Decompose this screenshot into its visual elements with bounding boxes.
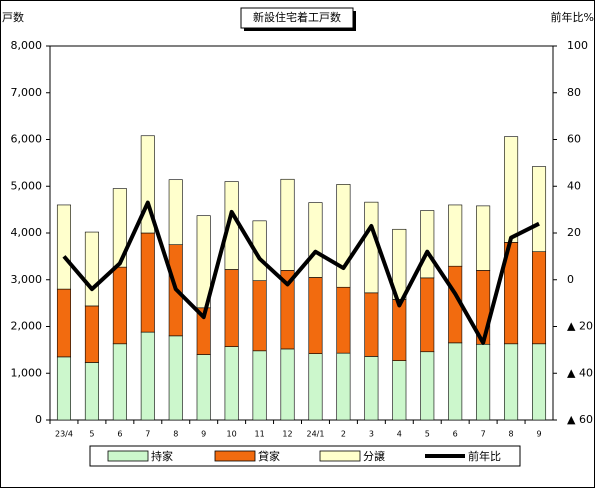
bar-segment bbox=[196, 215, 211, 309]
bar-segment bbox=[168, 335, 183, 421]
bar-segment bbox=[448, 342, 463, 421]
legend-swatch bbox=[214, 450, 256, 462]
bar-segment bbox=[308, 277, 323, 354]
bar-segment bbox=[168, 179, 183, 245]
bar-segment bbox=[280, 178, 295, 271]
bar-segment bbox=[56, 204, 71, 290]
y2-tick-label: 0 bbox=[567, 273, 574, 286]
bar-segment bbox=[392, 299, 407, 361]
bar-segment bbox=[84, 305, 99, 363]
title-box bbox=[240, 7, 354, 29]
x-tick-label: 7 bbox=[481, 430, 486, 439]
bar-segment bbox=[532, 343, 547, 421]
bar-segment bbox=[84, 231, 99, 307]
x-tick-label: 10 bbox=[227, 430, 237, 439]
bar-segment bbox=[84, 362, 99, 421]
legend-label: 前年比 bbox=[468, 449, 501, 463]
y-tick-label: 8,000 bbox=[11, 39, 43, 52]
bar-segment bbox=[364, 201, 379, 294]
y2-tick-label: ▲ 60 bbox=[567, 413, 593, 426]
y-tick-label: 0 bbox=[35, 413, 42, 426]
x-tick-label: 9 bbox=[201, 430, 206, 439]
y2-tick-label: ▲ 20 bbox=[567, 320, 593, 333]
legend-swatch bbox=[107, 450, 149, 462]
y-tick-label: 6,000 bbox=[11, 133, 43, 146]
bar-segment bbox=[532, 166, 547, 253]
bar-segment bbox=[476, 205, 491, 271]
bar-segment bbox=[308, 353, 323, 421]
y2-tick-label: 40 bbox=[567, 179, 581, 192]
y-axis-title: 戸数 bbox=[2, 11, 24, 24]
legend-swatch bbox=[319, 450, 361, 462]
x-tick-label: 5 bbox=[425, 430, 430, 439]
x-tick-label: 8 bbox=[509, 430, 514, 439]
x-tick-label: 23/4 bbox=[55, 430, 73, 439]
bar-segment bbox=[140, 232, 155, 333]
y-tick-label: 4,000 bbox=[11, 226, 43, 239]
y-tick-label: 1,000 bbox=[11, 366, 43, 379]
legend-label: 分譲 bbox=[363, 449, 385, 463]
x-tick-label: 12 bbox=[282, 430, 292, 439]
y-tick-label: 7,000 bbox=[11, 86, 43, 99]
bar-segment bbox=[420, 351, 435, 421]
bar-segment bbox=[140, 331, 155, 421]
y2-axis-title: 前年比% bbox=[551, 10, 594, 24]
bar-segment bbox=[224, 346, 239, 421]
bar-segment bbox=[196, 354, 211, 421]
bar-segment bbox=[252, 280, 267, 352]
chart-title: 新設住宅着工戸数 bbox=[253, 10, 341, 24]
y2-tick-label: 20 bbox=[567, 226, 581, 239]
y2-tick-label: ▲ 40 bbox=[567, 366, 593, 379]
bar-segment bbox=[392, 360, 407, 421]
bar-segment bbox=[420, 277, 435, 353]
line-series bbox=[62, 200, 540, 345]
x-tick-label: 6 bbox=[453, 430, 458, 439]
bar-segment bbox=[532, 251, 547, 345]
x-tick-label: 8 bbox=[173, 430, 178, 439]
bar-segment bbox=[392, 228, 407, 300]
bar-segment bbox=[280, 348, 295, 421]
y-tick-label: 3,000 bbox=[11, 273, 43, 286]
legend-box bbox=[89, 445, 521, 467]
bar-segment bbox=[56, 288, 71, 358]
bar-segment bbox=[364, 356, 379, 421]
x-tick-label: 24/1 bbox=[306, 430, 324, 439]
bar-segment bbox=[112, 188, 127, 268]
bar-segment bbox=[112, 266, 127, 345]
bar-segment bbox=[504, 343, 519, 421]
y2-tick-label: 60 bbox=[567, 133, 581, 146]
x-tick-label: 2 bbox=[341, 430, 346, 439]
x-tick-label: 9 bbox=[536, 430, 541, 439]
bar-segment bbox=[336, 184, 351, 288]
bar-segment bbox=[504, 136, 519, 243]
x-tick-label: 7 bbox=[145, 430, 150, 439]
bar-segment bbox=[364, 292, 379, 357]
bar-segment bbox=[420, 210, 435, 279]
x-tick-label: 4 bbox=[397, 430, 402, 439]
x-tick-label: 5 bbox=[89, 430, 94, 439]
bar-segment bbox=[336, 352, 351, 421]
bar-segment bbox=[476, 343, 491, 421]
y2-tick-label: 100 bbox=[567, 39, 588, 52]
bar-segment bbox=[252, 350, 267, 421]
bar-segment bbox=[336, 286, 351, 354]
y2-tick-label: 80 bbox=[567, 86, 581, 99]
legend-label: 持家 bbox=[151, 449, 173, 463]
x-tick-label: 3 bbox=[369, 430, 374, 439]
y-tick-label: 5,000 bbox=[11, 179, 43, 192]
bar-segment bbox=[308, 202, 323, 278]
x-tick-label: 6 bbox=[117, 430, 122, 439]
bar-segment bbox=[224, 269, 239, 347]
x-tick-label: 11 bbox=[254, 430, 264, 439]
bar-segment bbox=[112, 343, 127, 421]
legend-label: 貸家 bbox=[258, 449, 280, 463]
y-tick-label: 2,000 bbox=[11, 320, 43, 333]
bar-segment bbox=[56, 356, 71, 421]
bar-segment bbox=[448, 204, 463, 267]
